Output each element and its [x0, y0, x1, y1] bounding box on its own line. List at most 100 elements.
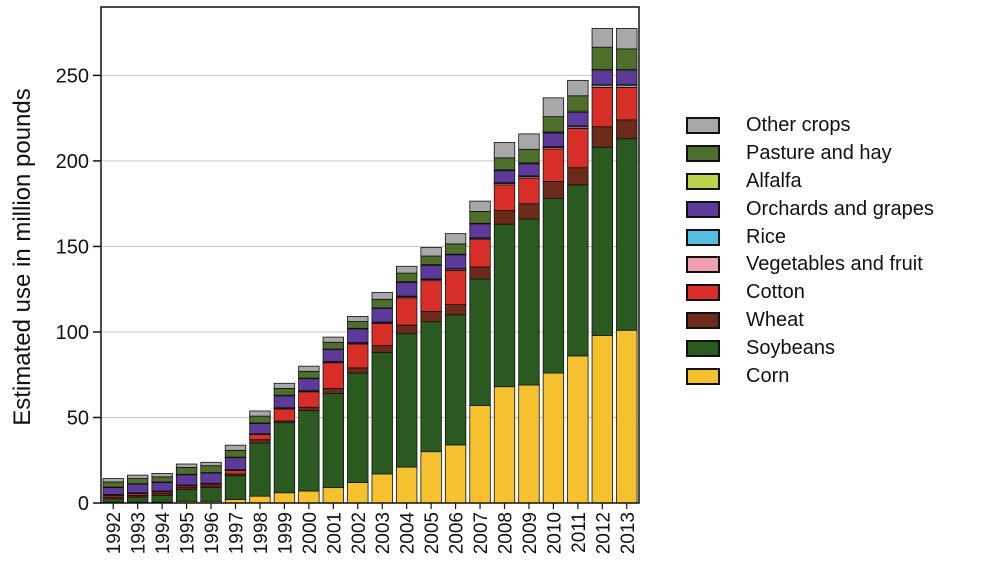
bar-segment: [249, 439, 271, 444]
bar-segment: [151, 473, 173, 478]
bar-segment: [151, 476, 173, 483]
legend-swatch: [686, 228, 720, 246]
legend-swatch: [686, 117, 720, 135]
legend-swatch: [686, 145, 720, 163]
bar-segment: [591, 46, 613, 70]
bar-segment: [469, 405, 491, 504]
bar-segment: [273, 388, 296, 396]
x-tick-label: 2004: [398, 512, 419, 555]
bar-segment: [518, 163, 540, 177]
bar-segment: [616, 86, 638, 121]
bar-segment: [469, 200, 491, 212]
bar-segment: [469, 278, 491, 406]
bar-segment: [518, 203, 540, 220]
bar-segment: [542, 132, 565, 147]
bar-segment: [249, 442, 271, 497]
bar-segment: [273, 492, 296, 504]
bar-segment: [396, 281, 418, 297]
x-tick-label: 2002: [349, 512, 370, 554]
bar-segment: [420, 247, 442, 257]
bar-segment: [371, 473, 393, 504]
bar-segment: [127, 483, 149, 494]
bar-segment: [542, 372, 565, 504]
bar-segment: [444, 243, 467, 255]
bar-segment: [591, 146, 613, 336]
bar-segment: [444, 269, 467, 305]
plot-frame: [100, 6, 640, 504]
x-tick-label: 2012: [593, 512, 614, 554]
legend-item: Vegetables and fruit: [686, 251, 934, 279]
bar-segment: [322, 388, 344, 394]
bar-segment: [249, 410, 271, 417]
bar-segment: [518, 148, 540, 164]
bar-segment: [347, 321, 369, 329]
bar-segment: [567, 95, 589, 112]
bar-segment: [175, 474, 198, 486]
bar-segment: [175, 488, 198, 502]
bar-segment: [616, 48, 638, 70]
bar-segment: [273, 395, 296, 409]
bar-segment: [591, 27, 613, 48]
legend-swatch: [686, 200, 720, 218]
bar-segment: [102, 498, 124, 503]
bar-segment: [200, 487, 222, 502]
bar-segment: [298, 391, 320, 408]
bar-segment: [493, 157, 516, 171]
legend-label: Pasture and hay: [746, 142, 892, 165]
bar-segment: [420, 280, 442, 312]
legend-label: Vegetables and fruit: [746, 253, 923, 276]
legend-label: Rice: [746, 225, 787, 248]
bar-segment: [273, 408, 296, 422]
bar-segment: [151, 494, 173, 503]
bar-segment: [347, 328, 369, 343]
x-tick-label: 2013: [618, 512, 639, 554]
legend-swatch: [686, 339, 720, 357]
bar-segment: [175, 467, 198, 475]
bar-segment: [298, 490, 320, 504]
bar-segment: [444, 314, 467, 446]
bar-segment: [322, 393, 344, 489]
y-tick-label: 200: [56, 151, 89, 173]
x-tick-label: 2011: [569, 512, 590, 553]
bar-segment: [298, 365, 320, 372]
bar-segment: [616, 329, 638, 504]
bar-segment: [591, 70, 613, 85]
bar-segment: [371, 298, 393, 309]
bar-segment: [518, 218, 540, 386]
x-tick-label: 1994: [153, 512, 174, 555]
legend-label: Alfalfa: [746, 169, 802, 192]
bar-segment: [396, 466, 418, 504]
bar-segment: [298, 378, 320, 392]
bar-segment: [127, 478, 149, 485]
bar-segment: [420, 311, 442, 323]
bar-segment: [518, 177, 540, 205]
bar-segment: [371, 345, 393, 353]
legend-label: Soybeans: [746, 336, 835, 359]
legend: Other crops Pasture and hay Alfalfa Orchard…: [686, 112, 934, 390]
y-axis: 0 50 100 150 200 250: [56, 65, 101, 515]
bar-segment: [420, 451, 442, 504]
bar-segment: [493, 142, 516, 159]
bar-segment: [200, 472, 222, 484]
bar-segment: [224, 444, 247, 451]
bar-segment: [444, 254, 467, 269]
bar-segment: [224, 449, 247, 458]
x-tick-label: 2006: [447, 512, 468, 554]
bar-segment: [493, 386, 516, 504]
x-tick-label: 1996: [202, 512, 223, 554]
bar-segment: [396, 324, 418, 335]
bar-segment: [298, 410, 320, 492]
x-tick-label: 2009: [520, 512, 541, 554]
bar-segment: [542, 148, 565, 182]
bar-segment: [542, 198, 565, 374]
bar-segment: [396, 297, 418, 326]
bar-segment: [567, 184, 589, 357]
bar-segment: [444, 233, 467, 245]
bar-segment: [322, 349, 344, 362]
bar-segment: [567, 128, 589, 169]
bar-segment: [444, 444, 467, 504]
x-tick-label: 2001: [324, 512, 345, 554]
bar-segment: [371, 307, 393, 323]
x-tick-label: 2000: [300, 512, 321, 554]
